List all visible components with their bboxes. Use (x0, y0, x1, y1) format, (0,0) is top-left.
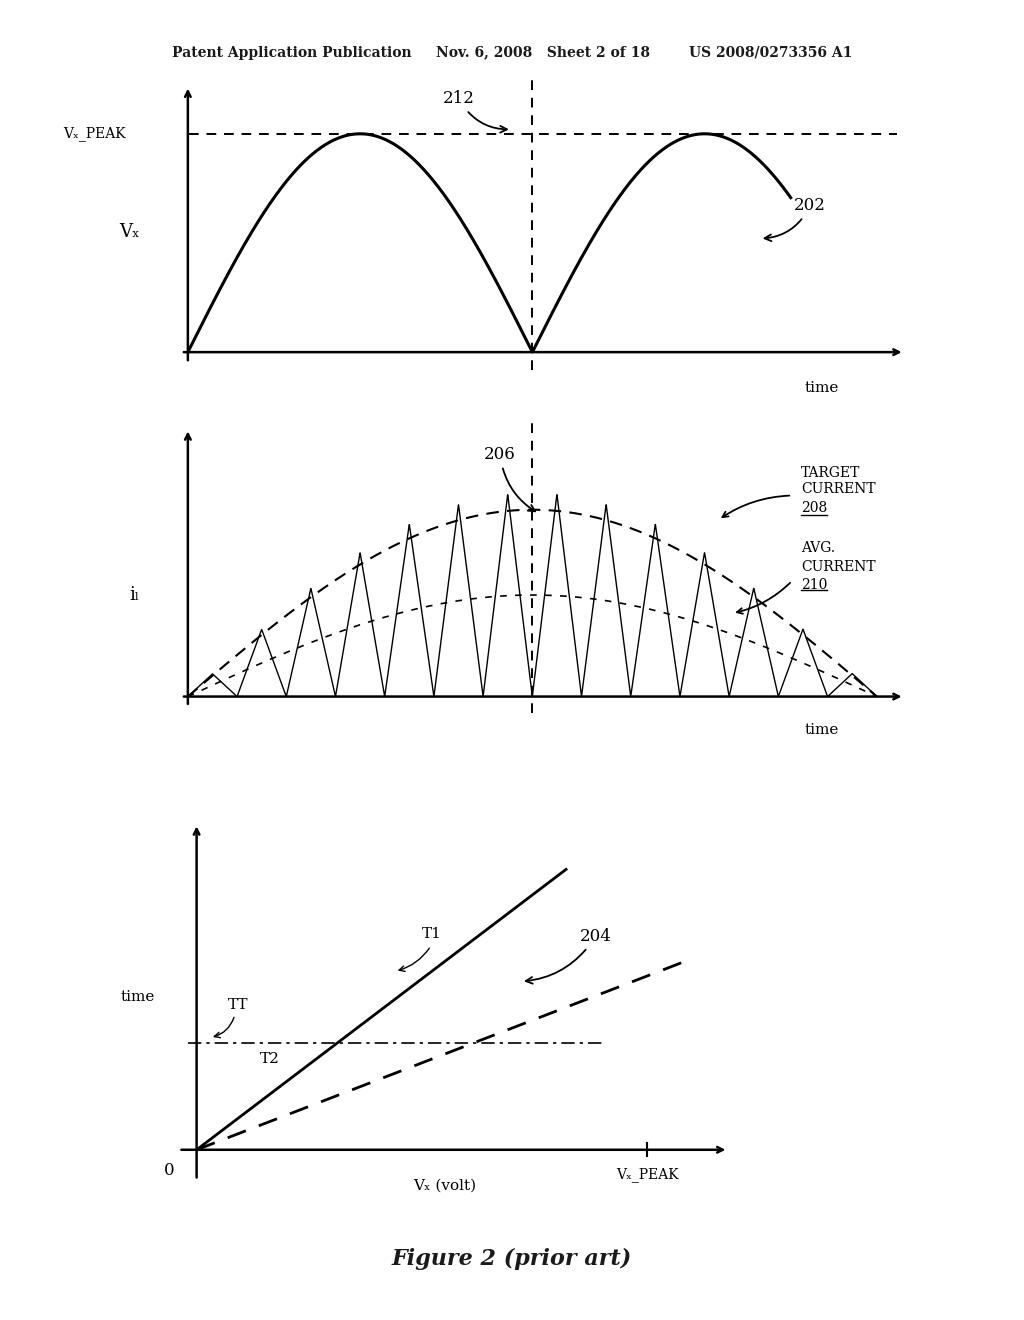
Text: 204: 204 (525, 928, 611, 983)
Text: AVG.: AVG. (801, 541, 836, 556)
Text: time: time (805, 723, 839, 737)
Text: time: time (121, 990, 156, 1003)
Text: 206: 206 (484, 446, 536, 511)
Text: TARGET: TARGET (801, 466, 860, 480)
Text: CURRENT: CURRENT (801, 560, 876, 574)
Text: Vₓ_PEAK: Vₓ_PEAK (63, 127, 126, 141)
Text: T1: T1 (422, 927, 441, 941)
Text: iₗ: iₗ (129, 586, 139, 605)
Text: time: time (805, 380, 839, 395)
Text: TT: TT (228, 998, 249, 1012)
Text: Patent Application Publication     Nov. 6, 2008   Sheet 2 of 18        US 2008/0: Patent Application Publication Nov. 6, 2… (172, 46, 852, 61)
Text: 212: 212 (442, 90, 507, 132)
Text: Figure 2 (prior art): Figure 2 (prior art) (392, 1247, 632, 1270)
Text: T2: T2 (260, 1052, 280, 1065)
Text: 210: 210 (801, 578, 827, 591)
Text: 202: 202 (765, 197, 826, 242)
Text: 0: 0 (164, 1162, 175, 1179)
Text: Vₓ_PEAK: Vₓ_PEAK (615, 1168, 679, 1183)
Text: Vₓ: Vₓ (119, 223, 139, 242)
Text: CURRENT: CURRENT (801, 482, 876, 496)
Text: Vₓ (volt): Vₓ (volt) (413, 1179, 476, 1193)
Text: 208: 208 (801, 500, 827, 515)
